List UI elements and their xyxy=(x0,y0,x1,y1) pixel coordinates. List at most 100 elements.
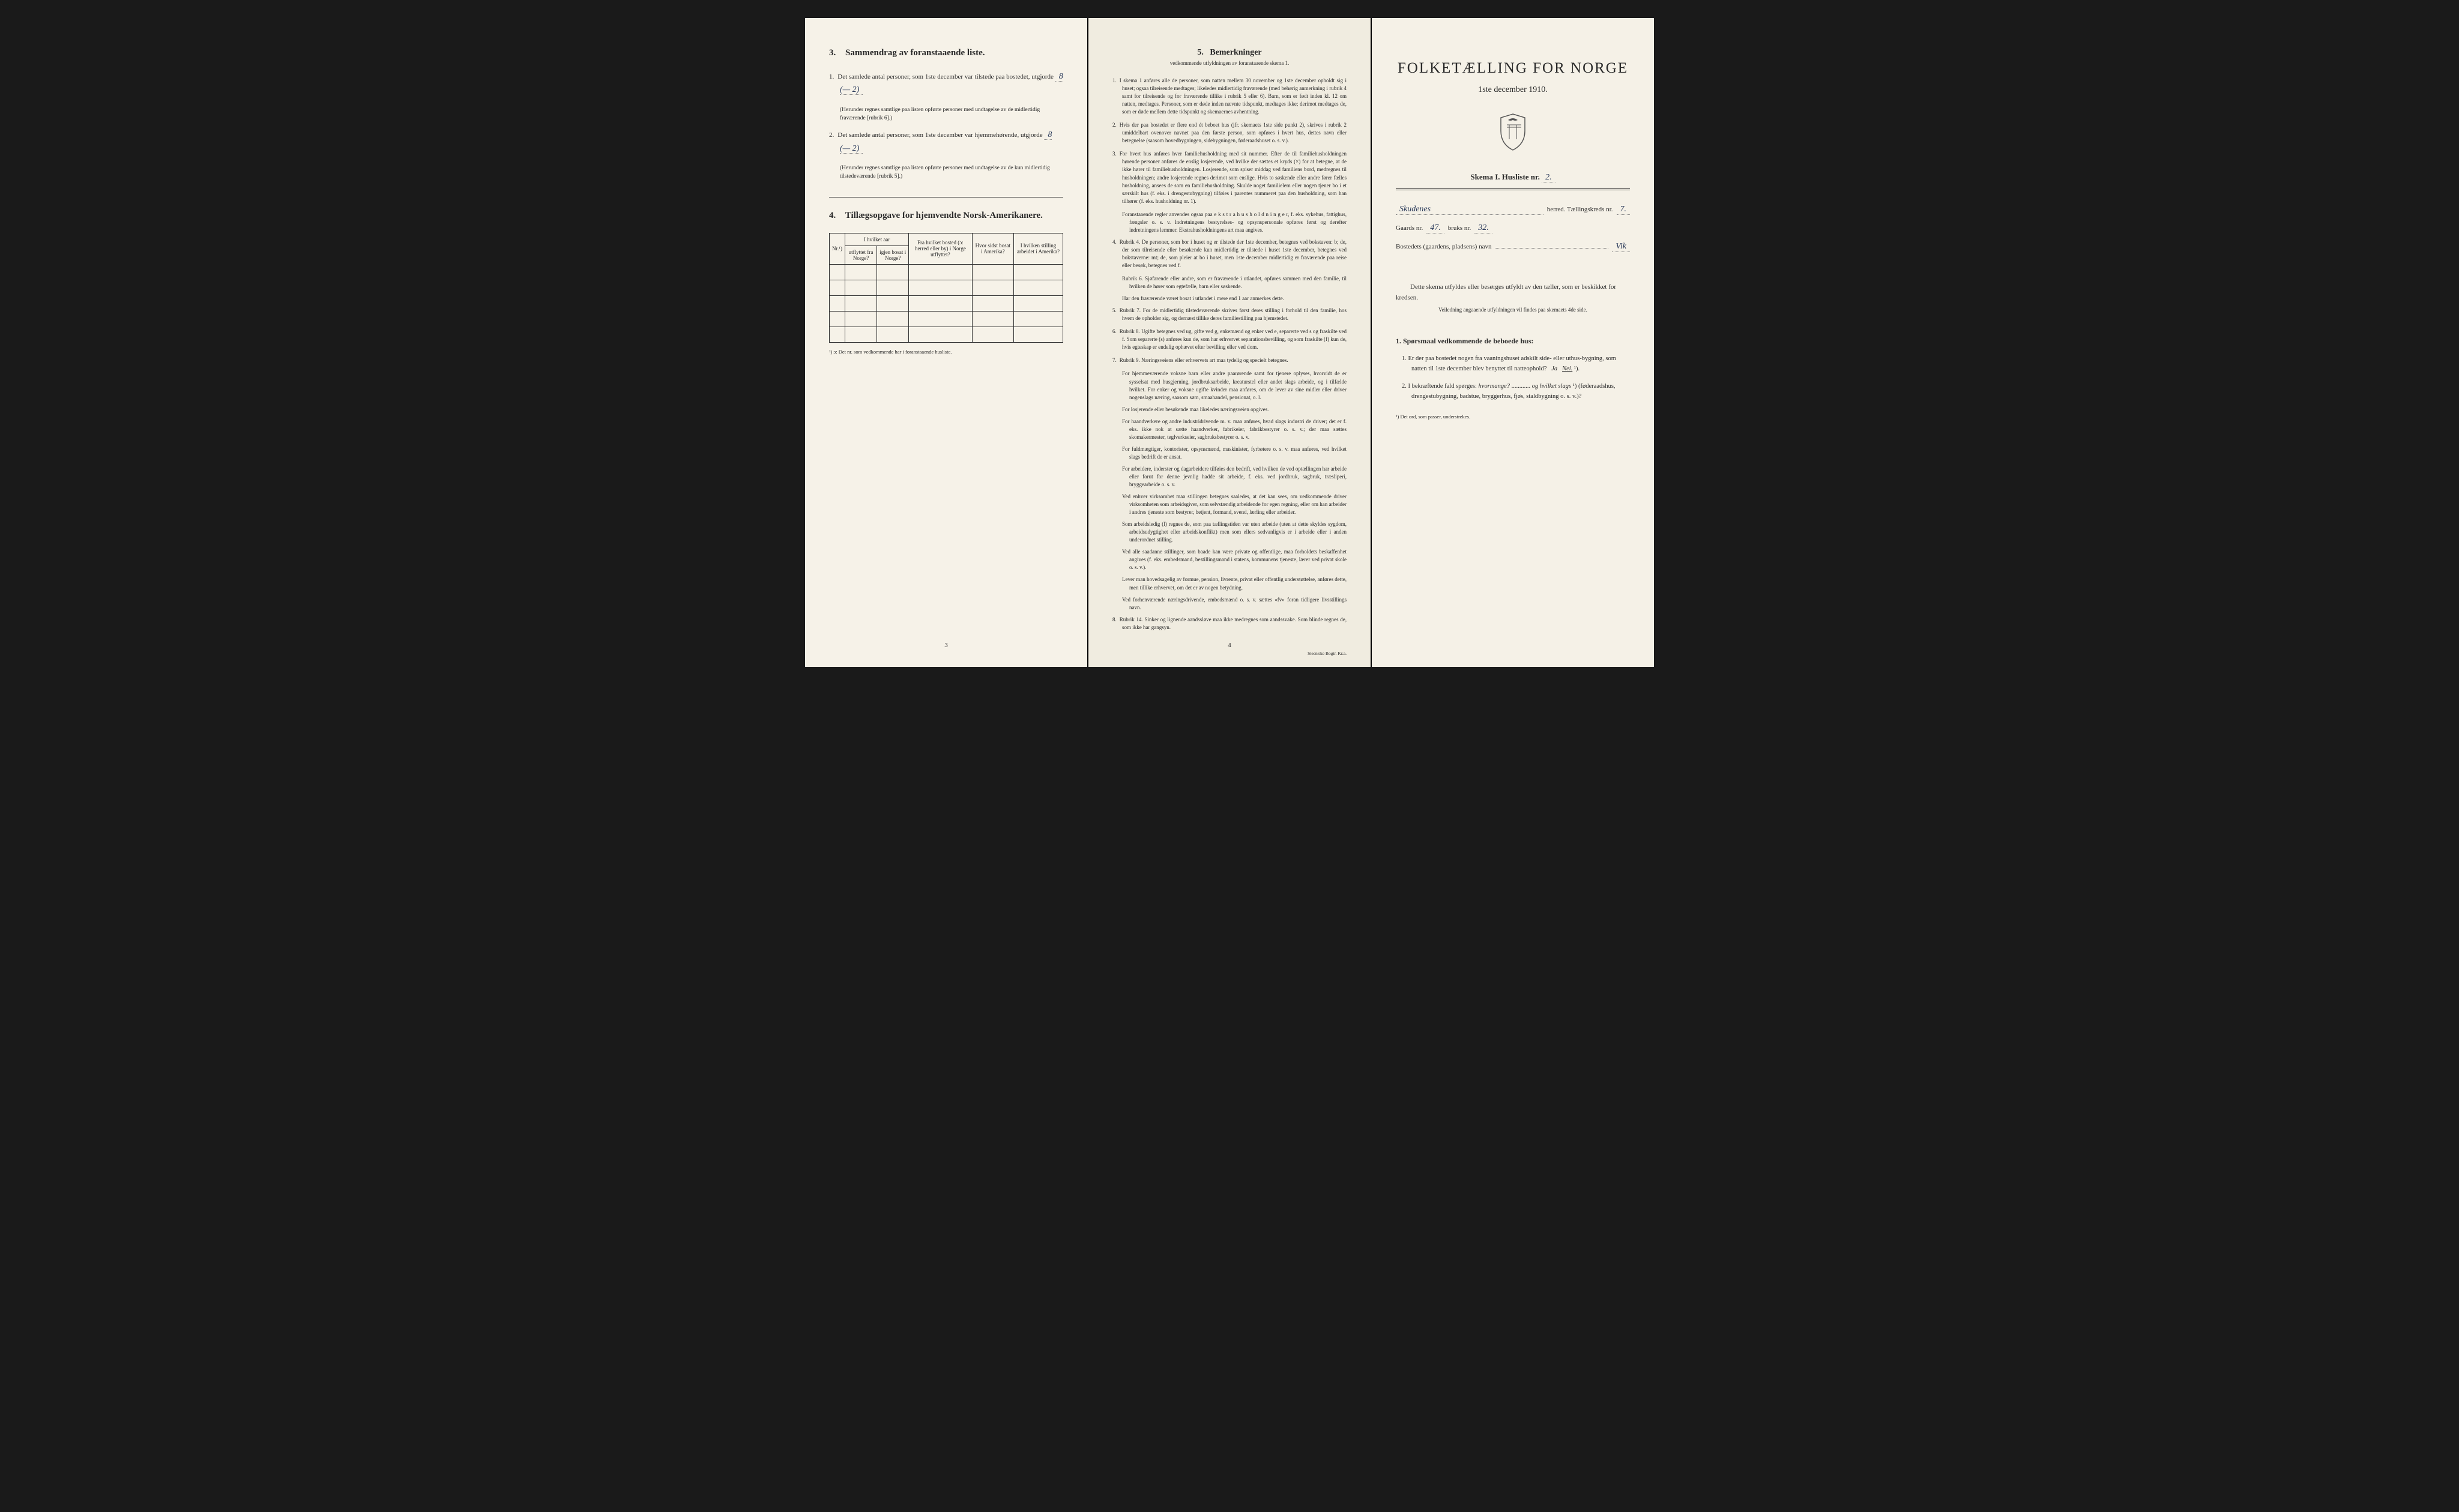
col-nr: Nr.¹) xyxy=(830,233,845,264)
filler-instruction: Dette skema utfyldes eller besørges utfy… xyxy=(1396,282,1630,303)
q2-text-b: hvormange? xyxy=(1479,383,1510,390)
skema-line: Skema I. Husliste nr. 2. xyxy=(1396,172,1630,182)
page3-footnote: ¹) Det ord, som passer, understrekes. xyxy=(1396,414,1630,420)
section-3-text: Sammendrag av foranstaaende liste. xyxy=(845,48,985,58)
bruk-value: 32. xyxy=(1474,223,1492,233)
question-head-num: 1. xyxy=(1396,337,1401,345)
empty-cell xyxy=(972,295,1013,311)
section-5-subtitle: vedkommende utfyldningen av foranstaaend… xyxy=(1112,60,1347,66)
empty-cell xyxy=(909,280,972,295)
bosted-label: Bostedets (gaardens, pladsens) navn xyxy=(1396,243,1491,250)
printer-mark: Steen'ske Bogtr. Kr.a. xyxy=(1308,651,1347,656)
handwritten-value: 8 (— 2) xyxy=(840,72,1063,95)
empty-cell xyxy=(877,280,909,295)
section-3-title: 3. Sammendrag av foranstaaende liste. xyxy=(829,48,1063,58)
bemerkning-item: 6.Rubrik 8. Ugifte betegnes ved ug, gift… xyxy=(1112,328,1347,351)
bemerkning-list: 1.I skema 1 anføres alle de personer, so… xyxy=(1112,77,1347,631)
section-4-text: Tillægsopgave for hjemvendte Norsk-Ameri… xyxy=(845,211,1043,220)
empty-cell xyxy=(1014,327,1063,342)
subcol-bosat: igjen bosat i Norge? xyxy=(877,245,909,264)
section-5-title: 5. Bemerkninger xyxy=(1112,48,1347,58)
summary-item: 2.Det samlede antal personer, som 1ste d… xyxy=(829,128,1063,155)
empty-cell xyxy=(909,264,972,280)
empty-cell xyxy=(972,264,1013,280)
q2-blank: ............ xyxy=(1512,383,1531,390)
bemerkning-item: 7.Rubrik 9. Næringsveiens eller erhverve… xyxy=(1112,357,1347,364)
col-amerika: Hvor sidst bosat i Amerika? xyxy=(972,233,1013,264)
page-cover: FOLKETÆLLING FOR NORGE 1ste december 191… xyxy=(1372,18,1654,667)
col-bosted: Fra hvilket bosted (ɔ: herred eller by) … xyxy=(909,233,972,264)
page-number-3: 3 xyxy=(805,642,1087,649)
gaard-line: Gaards nr. 47. bruks nr. 32. xyxy=(1396,223,1630,233)
gaard-value: 47. xyxy=(1426,223,1444,233)
question-1: 1. Er der paa bostedet nogen fra vaaning… xyxy=(1396,354,1630,375)
bemerkning-sub: For fuldmægtiger, kontorister, opsynsmæn… xyxy=(1112,445,1347,461)
empty-cell xyxy=(972,311,1013,327)
q2-num: 2. xyxy=(1402,383,1407,390)
bemerkning-item: 5.Rubrik 7. For de midlertidig tilstedev… xyxy=(1112,307,1347,322)
table-row xyxy=(830,327,1063,342)
bemerkning-sub: Ved forhenværende næringsdrivende, embed… xyxy=(1112,596,1347,612)
q1-mark: ¹). xyxy=(1574,366,1579,372)
empty-cell xyxy=(830,280,845,295)
empty-cell xyxy=(877,264,909,280)
table-row xyxy=(830,280,1063,295)
empty-cell xyxy=(877,311,909,327)
empty-cell xyxy=(1014,280,1063,295)
table-row xyxy=(830,264,1063,280)
amerika-body xyxy=(830,264,1063,342)
section-4-num: 4. xyxy=(829,211,836,220)
q1-nei: Nei. xyxy=(1562,366,1572,372)
bemerkning-sub: Ved alle saadanne stillinger, som baade … xyxy=(1112,548,1347,571)
empty-cell xyxy=(845,280,876,295)
empty-cell xyxy=(845,295,876,311)
bemerkning-item: 1.I skema 1 anføres alle de personer, so… xyxy=(1112,77,1347,116)
handwritten-value: 8 (— 2) xyxy=(840,130,1052,153)
bemerkning-sub: For arbeidere, inderster og dagarbeidere… xyxy=(1112,465,1347,489)
husliste-nr: 2. xyxy=(1542,173,1555,182)
q1-num: 1. xyxy=(1402,355,1407,362)
q2-mark: ¹) xyxy=(1573,383,1577,390)
table-row xyxy=(830,295,1063,311)
q1-ja: Ja xyxy=(1551,366,1557,372)
empty-cell xyxy=(1014,264,1063,280)
page-3: 3. Sammendrag av foranstaaende liste. 1.… xyxy=(805,18,1087,667)
empty-cell xyxy=(830,295,845,311)
page-4: 5. Bemerkninger vedkommende utfyldningen… xyxy=(1088,18,1371,667)
bemerkning-sub: Ved enhver virksomhet maa stillingen bet… xyxy=(1112,493,1347,516)
double-rule xyxy=(1396,188,1630,190)
empty-cell xyxy=(877,327,909,342)
empty-cell xyxy=(1014,295,1063,311)
empty-cell xyxy=(909,311,972,327)
table-row xyxy=(830,311,1063,327)
herred-label: herred. Tællingskreds nr. xyxy=(1547,206,1613,213)
page-number-4: 4 xyxy=(1088,642,1371,649)
bemerkning-sub: For losjerende eller besøkende maa likel… xyxy=(1112,406,1347,414)
section-4-title: 4. Tillægsopgave for hjemvendte Norsk-Am… xyxy=(829,211,1063,221)
empty-cell xyxy=(972,327,1013,342)
question-2: 2. I bekræftende fald spørges: hvormange… xyxy=(1396,382,1630,402)
section-3-num: 3. xyxy=(829,48,836,58)
amerika-table: Nr.¹) I hvilket aar Fra hvilket bosted (… xyxy=(829,233,1063,343)
empty-cell xyxy=(909,295,972,311)
bemerkning-sub: Som arbeidsledig (l) regnes de, som paa … xyxy=(1112,520,1347,544)
document-spread: 3. Sammendrag av foranstaaende liste. 1.… xyxy=(805,18,1654,667)
empty-cell xyxy=(845,264,876,280)
question-heading: 1. Spørsmaal vedkommende de beboede hus: xyxy=(1396,337,1630,346)
empty-cell xyxy=(909,327,972,342)
empty-cell xyxy=(845,311,876,327)
bemerkning-sub: Har den fraværende været bosat i utlande… xyxy=(1112,295,1347,303)
empty-cell xyxy=(830,311,845,327)
q2-text-c: og hvilket slags xyxy=(1532,383,1571,390)
herred-value: Skudenes xyxy=(1396,205,1543,215)
summary-note: (Herunder regnes samtlige paa listen opf… xyxy=(840,106,1063,123)
bemerkning-sub: For hjemmeværende voksne barn eller andr… xyxy=(1112,370,1347,401)
bemerkning-sub: Rubrik 6. Sjøfarende eller andre, som er… xyxy=(1112,275,1347,291)
bemerkning-item: 8.Rubrik 14. Sinker og lignende aandsslø… xyxy=(1112,616,1347,631)
coat-of-arms-icon xyxy=(1396,113,1630,154)
herred-line: Skudenes herred. Tællingskreds nr. 7. xyxy=(1396,205,1630,215)
col-aar: I hvilket aar xyxy=(845,233,908,245)
sub-instruction: Veiledning angaaende utfyldningen vil fi… xyxy=(1396,307,1630,313)
empty-cell xyxy=(845,327,876,342)
kreds-value: 7. xyxy=(1617,205,1631,215)
